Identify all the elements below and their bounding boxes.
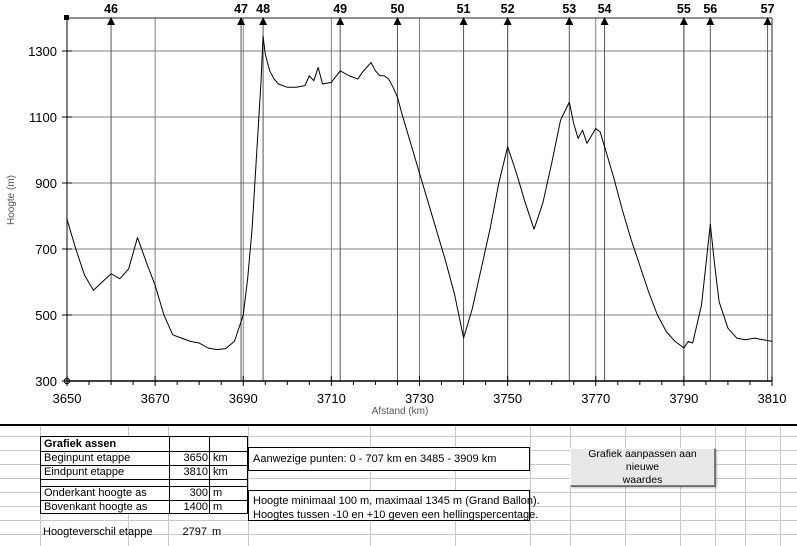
svg-text:3690: 3690 xyxy=(229,391,258,406)
svg-text:1100: 1100 xyxy=(29,110,57,125)
svg-text:57: 57 xyxy=(761,2,775,16)
chart-svg: 3650 3670 3690 3710 3730 3750 3770 3790 3810 300… xyxy=(6,2,787,417)
start-point-value[interactable]: 3650 xyxy=(183,452,208,464)
marker-vertical-lines xyxy=(110,18,769,381)
svg-text:50: 50 xyxy=(391,2,405,16)
svg-text:49: 49 xyxy=(333,2,347,16)
table-row-axis-bottom[interactable]: Onderkant hoogte as 300 m xyxy=(41,486,247,500)
y-axis-tick-labels: 300 500 700 900 1100 1300 xyxy=(28,44,57,389)
axis-top-unit: m xyxy=(213,501,223,513)
table-row-divider-3 xyxy=(41,479,247,480)
y-axis-title: Hoogte (m) xyxy=(6,175,17,225)
table-row-end-km[interactable]: Eindpunt etappe 3810 km xyxy=(41,465,247,479)
svg-text:47: 47 xyxy=(234,2,248,16)
svg-text:3650: 3650 xyxy=(53,391,82,406)
svg-text:1300: 1300 xyxy=(28,44,57,59)
x-axis-title: Afstand (km) xyxy=(372,406,429,417)
svg-text:46: 46 xyxy=(104,2,118,16)
table-row-divider-4 xyxy=(41,486,247,487)
end-point-label: Eindpunt etappe xyxy=(44,466,125,478)
available-points-note: Aanwezige punten: 0 - 707 km en 3485 - 3… xyxy=(248,447,530,471)
svg-text:55: 55 xyxy=(677,2,691,16)
height-info-line-1: Hoogte minimaal 100 m, maximaal 1345 m (… xyxy=(253,495,540,507)
start-point-unit: km xyxy=(213,452,228,464)
svg-text:300: 300 xyxy=(35,374,57,389)
svg-text:53: 53 xyxy=(562,2,576,16)
table-row-axis-top[interactable]: Bovenkant hoogte as 1400 m xyxy=(41,500,247,514)
table-row-divider-5 xyxy=(41,500,247,501)
table-row-divider-2 xyxy=(41,465,247,466)
axis-settings-header-label: Grafiek assen xyxy=(44,438,117,450)
height-difference-unit: m xyxy=(212,526,222,538)
x-axis-tick-labels: 3650 3670 3690 3710 3730 3750 3770 3790 3810 xyxy=(53,391,787,406)
marker-arrowheads xyxy=(107,17,772,25)
axis-bottom-value[interactable]: 300 xyxy=(189,487,208,499)
chart-gridlines xyxy=(67,18,772,381)
recalculate-chart-button[interactable]: Grafiek aanpassen aan nieuwe waardes xyxy=(570,448,715,486)
svg-text:48: 48 xyxy=(256,2,270,16)
table-row-divider-1 xyxy=(41,451,247,452)
svg-text:500: 500 xyxy=(35,308,57,323)
available-points-text: Aanwezige punten: 0 - 707 km en 3485 - 3… xyxy=(253,453,497,465)
table-column-divider-2 xyxy=(209,437,210,513)
axis-settings-header-row: Grafiek assen xyxy=(41,437,247,451)
svg-text:3670: 3670 xyxy=(141,391,170,406)
axis-bottom-label: Onderkant hoogte as xyxy=(44,487,147,499)
svg-text:51: 51 xyxy=(457,2,471,16)
elevation-series-line xyxy=(66,35,773,351)
svg-text:56: 56 xyxy=(703,2,717,16)
table-column-divider-1 xyxy=(169,437,170,513)
recalculate-button-line-1: Grafiek aanpassen aan nieuwe xyxy=(588,447,697,473)
end-point-value[interactable]: 3810 xyxy=(183,466,208,478)
height-difference-value: 2797 xyxy=(182,526,207,538)
axis-ticks xyxy=(62,50,773,386)
elevation-profile-chart: 3650 3670 3690 3710 3730 3750 3770 3790 3810 300… xyxy=(6,2,787,417)
recalculate-button-line-2: waardes xyxy=(622,473,663,486)
svg-text:3770: 3770 xyxy=(581,391,610,406)
svg-text:3710: 3710 xyxy=(317,391,346,406)
axis-bottom-unit: m xyxy=(213,487,223,499)
svg-text:3810: 3810 xyxy=(758,391,787,406)
svg-text:52: 52 xyxy=(501,2,515,16)
table-row-spacer xyxy=(41,479,247,486)
axis-top-value[interactable]: 1400 xyxy=(183,501,208,513)
svg-text:700: 700 xyxy=(35,242,57,257)
svg-text:900: 900 xyxy=(35,176,57,191)
start-point-label: Beginpunt etappe xyxy=(44,452,131,464)
svg-text:3730: 3730 xyxy=(405,391,434,406)
table-row-start-km[interactable]: Beginpunt etappe 3650 km xyxy=(41,451,247,465)
height-difference-row: Hoogteverschil etappe 2797 m xyxy=(40,525,248,540)
axis-settings-table: Grafiek assen Beginpunt etappe 3650 km E… xyxy=(40,436,248,514)
height-info-note: Hoogte minimaal 100 m, maximaal 1345 m (… xyxy=(248,490,540,521)
svg-text:3750: 3750 xyxy=(493,391,522,406)
axis-top-label: Bovenkant hoogte as xyxy=(44,501,148,513)
height-difference-label: Hoogteverschil etappe xyxy=(43,526,153,538)
marker-number-labels: 46 47 48 49 50 51 52 53 54 55 56 57 xyxy=(104,2,774,16)
recalculate-button-label-wrapper: Grafiek aanpassen aan nieuwe waardes xyxy=(571,448,714,487)
svg-text:3790: 3790 xyxy=(669,391,698,406)
svg-text:54: 54 xyxy=(598,2,612,16)
end-point-unit: km xyxy=(213,466,228,478)
height-info-line-2: Hoogtes tussen -10 en +10 geven een hell… xyxy=(253,509,539,521)
